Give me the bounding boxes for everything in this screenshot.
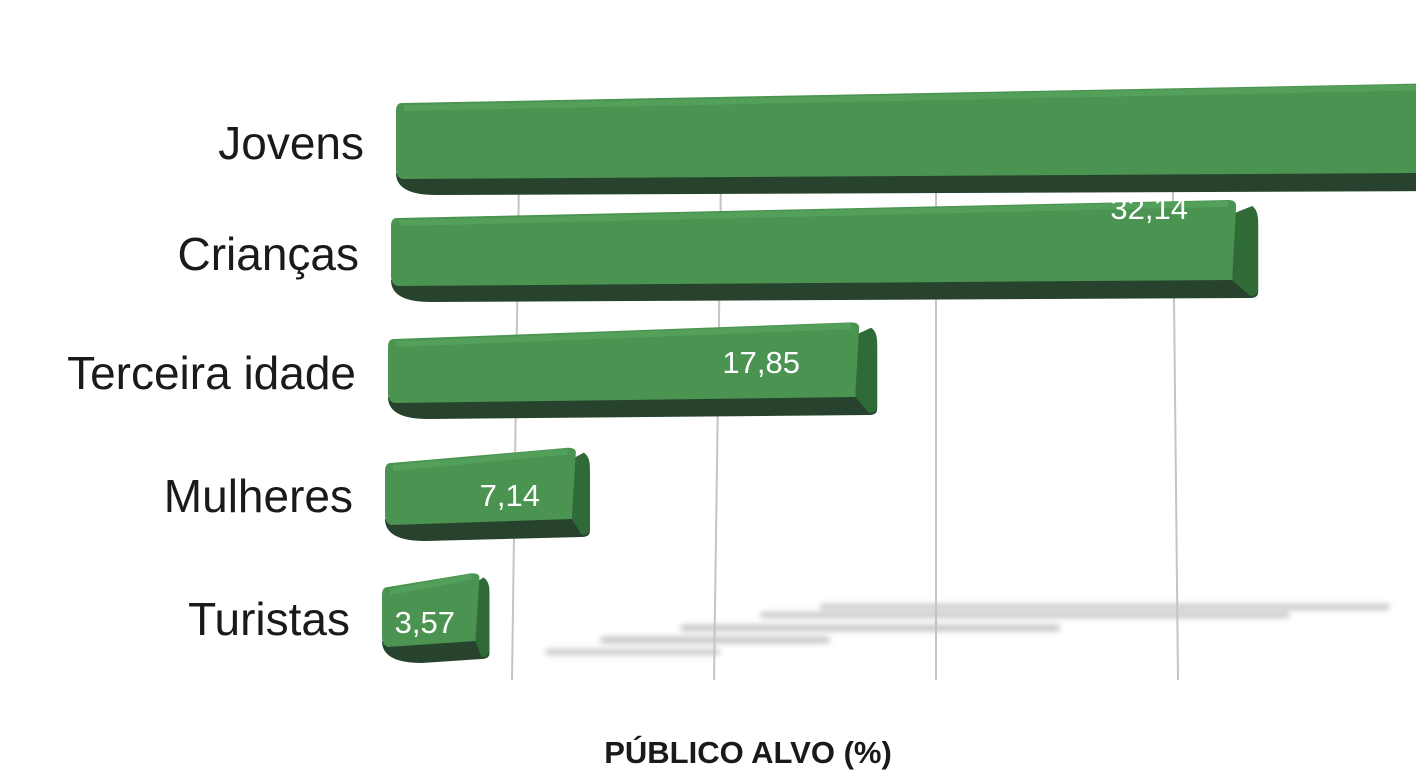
bar-front [391,200,1237,286]
floor-shadow [820,604,1390,610]
value-label: 17,85 [722,345,800,380]
bar-terceira-idade [388,322,878,419]
bar-side [571,452,590,535]
value-label: 32,14 [1110,191,1188,226]
floor-shadow [545,649,720,655]
floor-shadows [545,604,1390,655]
bar-jovens [396,83,1416,195]
bar-side [475,577,490,657]
value-label: 7,14 [480,478,540,513]
category-labels: Jovens Crianças Terceira idade Mulheres Turi… [67,117,364,645]
value-label: 3,57 [395,605,455,640]
category-label: Crianças [177,228,359,280]
bar-highlight [396,323,852,347]
bar-mulheres [385,447,590,541]
bars [382,83,1416,663]
bar-highlight [393,448,568,471]
floor-shadow [760,612,1290,618]
bar-underside [396,173,1416,195]
bar-side [1232,206,1259,296]
floor-shadow [680,624,1060,632]
value-label: 39,28 [1326,33,1404,68]
category-label: Mulheres [164,470,353,522]
bar-front [396,83,1416,179]
bar-turistas [382,573,490,663]
bar-highlight [399,200,1229,226]
x-axis-title: PÚBLICO ALVO (%) [604,734,892,770]
category-label: Turistas [188,593,350,645]
bar-highlight [390,573,472,595]
category-label: Jovens [218,117,364,169]
gridline-40 [1171,104,1179,681]
value-labels: 39,28 32,14 17,85 7,14 3,57 [395,33,1404,640]
bar-crianças [391,200,1259,302]
bar-highlight [404,84,1416,111]
bar-side [855,327,878,413]
category-label: Terceira idade [67,347,356,399]
